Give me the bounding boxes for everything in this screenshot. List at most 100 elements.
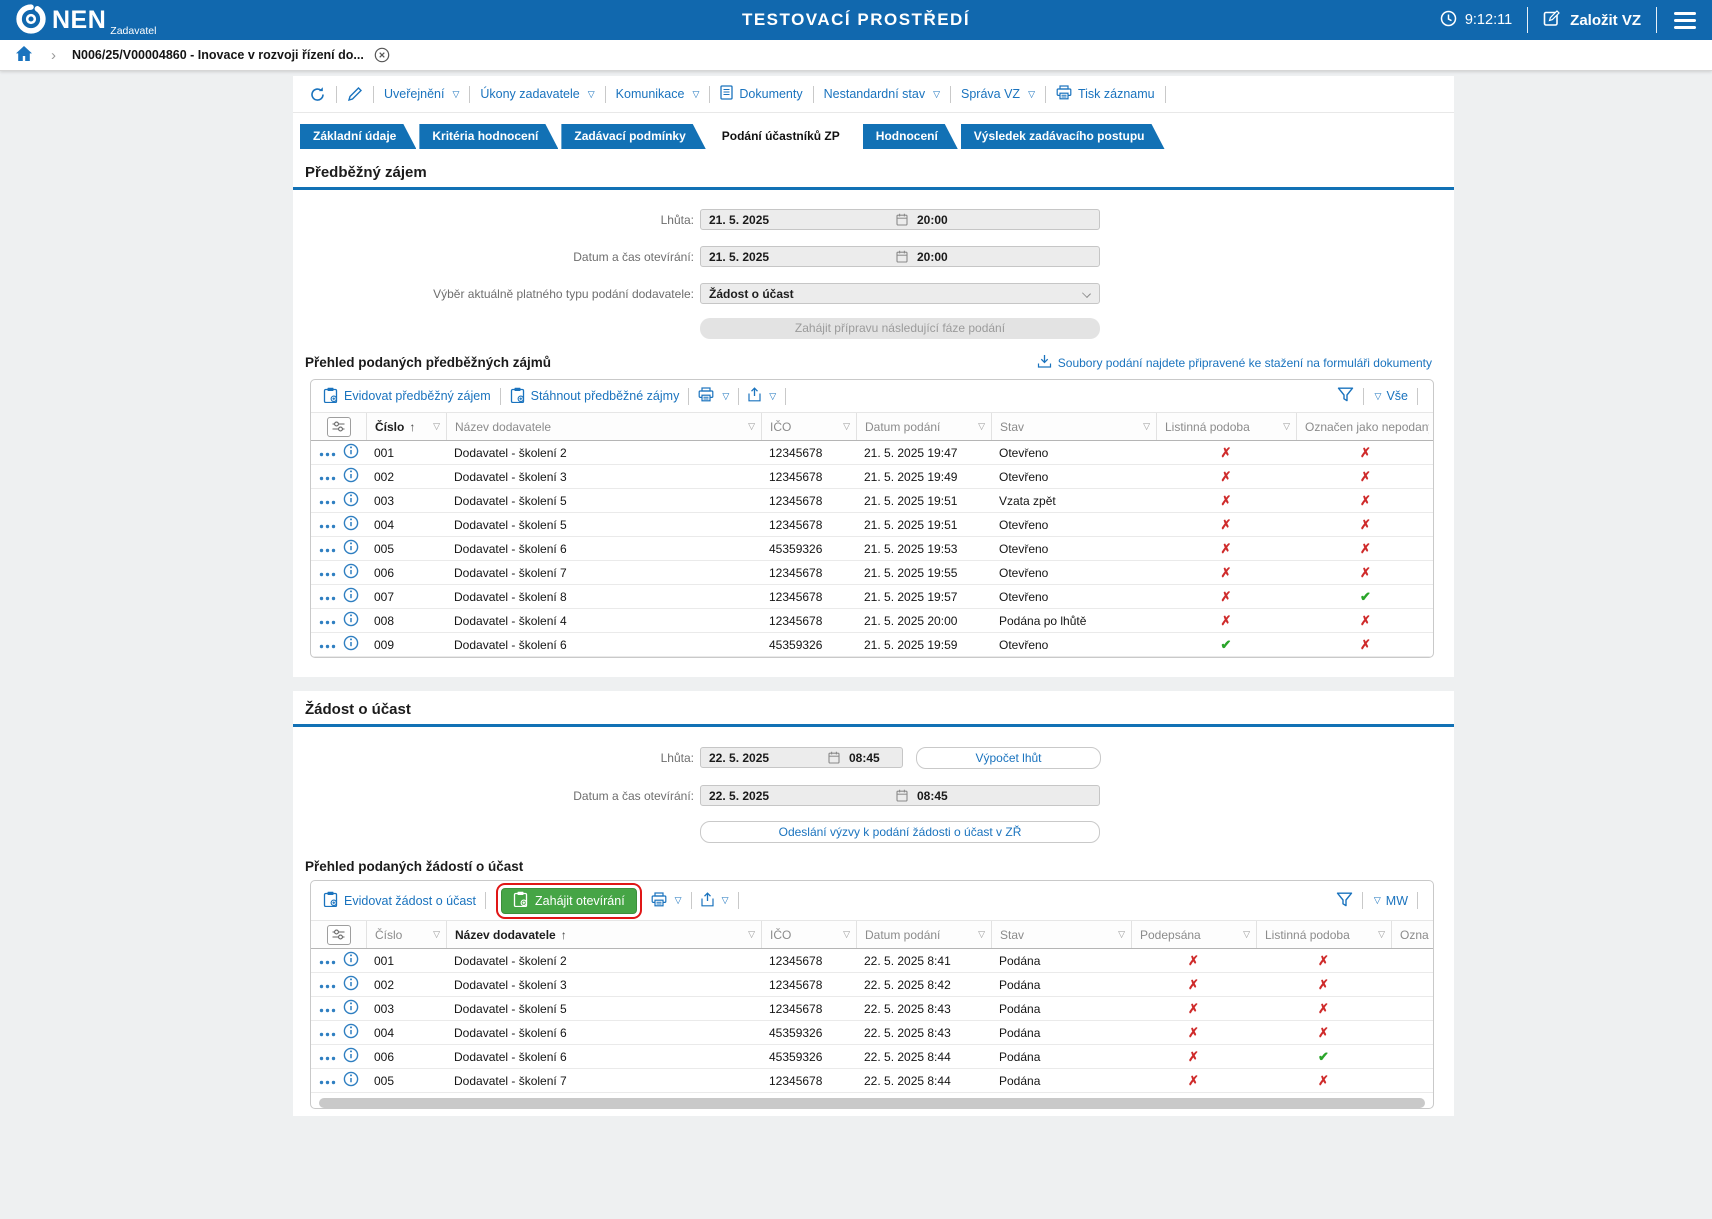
calendar-icon[interactable] [896,213,908,229]
column-filter-icon[interactable]: ▽ [748,929,755,939]
row-actions-button[interactable] [319,470,336,484]
row-info-button[interactable] [343,999,359,1018]
row-info-button[interactable] [343,1023,359,1042]
table-row[interactable]: 005 Dodavatel - školení 6 45359326 21. 5. 2… [311,537,1433,561]
row-info-button[interactable] [343,635,359,654]
row-info-button[interactable] [343,1071,359,1090]
row-actions-button[interactable] [319,1050,336,1064]
row-actions-button[interactable] [319,566,336,580]
start-opening-button[interactable]: Zahájit otevírání [496,882,642,919]
table-row[interactable]: 002 Dodavatel - školení 3 12345678 21. 5. 2… [311,465,1433,489]
filter-icon[interactable] [1336,892,1353,910]
print-table-button[interactable]: ▽ [698,387,729,405]
toolbar-item-2[interactable]: Komunikace ▽ [615,87,700,101]
register-request-button[interactable]: Evidovat žádost o účast [323,891,476,910]
row-actions-button[interactable] [319,542,336,556]
row-info-button[interactable] [343,491,359,510]
otevirani-datetime-input[interactable]: 21. 5. 2025 20:00 [700,246,1100,267]
row-info-button[interactable] [343,611,359,630]
column-settings-button[interactable] [326,924,351,945]
tab-4[interactable]: Hodnocení [863,124,958,149]
column-filter-icon[interactable]: ▽ [433,929,440,939]
column-header-5[interactable]: Listinná podoba ▽ [1156,413,1296,440]
column-filter-icon[interactable]: ▽ [748,421,755,431]
home-icon[interactable] [15,45,33,65]
table-row[interactable]: 007 Dodavatel - školení 8 12345678 21. 5. 2… [311,585,1433,609]
column-header-3[interactable]: Datum podání ▽ [856,413,991,440]
export-table-button[interactable]: ▽ [700,891,729,910]
row-actions-button[interactable] [319,1002,336,1016]
row-info-button[interactable] [343,1047,359,1066]
row-actions-button[interactable] [319,614,336,628]
column-settings-button[interactable] [326,416,351,437]
column-header-0[interactable]: Číslo ▽ [366,921,446,948]
table-row[interactable]: 001 Dodavatel - školení 2 12345678 21. 5. 2… [311,441,1433,465]
tab-1[interactable]: Kritéria hodnocení [419,124,558,149]
toolbar-item-1[interactable]: Úkony zadavatele ▽ [480,87,595,101]
toolbar-item-3[interactable]: Dokumenty [720,85,803,103]
table-row[interactable]: 004 Dodavatel - školení 5 12345678 21. 5. 2… [311,513,1433,537]
typ-podani-select[interactable]: Žádost o účast [700,283,1100,304]
close-tab-icon[interactable] [374,47,390,63]
export-table-button[interactable]: ▽ [748,387,776,405]
column-filter-icon[interactable]: ▽ [1243,929,1250,939]
send-request-invitation-button[interactable]: Odeslání výzvy k podání žádosti o účast … [700,820,1100,843]
table-row[interactable]: 006 Dodavatel - školení 6 45359326 22. 5. 2… [311,1045,1433,1069]
toolbar-item-5[interactable]: Správa VZ ▽ [961,87,1035,101]
table-row[interactable]: 008 Dodavatel - školení 4 12345678 21. 5. 2… [311,609,1433,633]
column-filter-icon[interactable]: ▽ [978,929,985,939]
tab-3[interactable]: Podání účastníků ZP [709,124,860,149]
column-header-1[interactable]: Název dodavatele ▽ [446,413,761,440]
row-actions-button[interactable] [319,1074,336,1088]
column-header-2[interactable]: IČO ▽ [761,921,856,948]
column-header-0[interactable]: Číslo ↑ ▽ [366,413,446,440]
row-actions-button[interactable] [319,590,336,604]
menu-icon[interactable] [1672,10,1698,31]
filter-scope[interactable]: MW [1385,893,1408,908]
refresh-icon[interactable] [309,86,326,103]
column-header-1[interactable]: Název dodavatele ↑ ▽ [446,921,761,948]
row-actions-button[interactable] [319,446,336,460]
row-info-button[interactable] [343,587,359,606]
filter-icon[interactable] [1337,387,1354,405]
column-header-6[interactable]: Označen jako nepodaný [1296,413,1433,440]
filter-scope[interactable]: Vše [1386,389,1408,403]
column-header-7[interactable]: Označen jako nepodaný [1391,921,1433,948]
calendar-icon[interactable] [896,250,908,266]
print-table-button[interactable]: ▽ [651,891,682,910]
tab-2[interactable]: Zadávací podmínky [561,124,705,149]
row-info-button[interactable] [343,951,359,970]
calendar-icon[interactable] [896,789,908,805]
table-row[interactable]: 004 Dodavatel - školení 6 45359326 22. 5. 2… [311,1021,1433,1045]
tab-0[interactable]: Základní údaje [300,124,416,149]
table-row[interactable]: 003 Dodavatel - školení 5 12345678 21. 5. 2… [311,489,1433,513]
row-actions-button[interactable] [319,494,336,508]
lhuta-datetime-input[interactable]: 21. 5. 2025 20:00 [700,209,1100,230]
table-row[interactable]: 003 Dodavatel - školení 5 12345678 22. 5. 2… [311,997,1433,1021]
edit-record-icon[interactable] [347,86,363,102]
toolbar-item-4[interactable]: Nestandardní stav ▽ [823,87,940,101]
row-actions-button[interactable] [319,978,336,992]
download-submissions-link[interactable]: Soubory podání najdete připravené ke sta… [1037,354,1432,371]
tab-5[interactable]: Výsledek zadávacího postupu [961,124,1165,149]
table-row[interactable]: 005 Dodavatel - školení 7 12345678 22. 5. 2… [311,1069,1433,1093]
row-actions-button[interactable] [319,1026,336,1040]
table-row[interactable]: 009 Dodavatel - školení 6 45359326 21. 5. 2… [311,633,1433,657]
row-actions-button[interactable] [319,638,336,652]
row-info-button[interactable] [343,975,359,994]
column-filter-icon[interactable]: ▽ [1378,929,1385,939]
deadline-calc-button[interactable]: Výpočet lhůt [916,746,1101,769]
breadcrumb-item[interactable]: N006/25/V00004860 - Inovace v rozvoji ří… [72,48,364,62]
row-actions-button[interactable] [319,518,336,532]
row-info-button[interactable] [343,563,359,582]
column-header-2[interactable]: IČO ▽ [761,413,856,440]
lhuta-datetime-input[interactable]: 22. 5. 2025 08:45 [700,747,903,768]
row-actions-button[interactable] [319,954,336,968]
toolbar-item-6[interactable]: Tisk záznamu [1056,85,1155,103]
table-row[interactable]: 002 Dodavatel - školení 3 12345678 22. 5. 2… [311,973,1433,997]
column-filter-icon[interactable]: ▽ [978,421,985,431]
column-filter-icon[interactable]: ▽ [433,421,440,431]
column-header-4[interactable]: Stav ▽ [991,921,1131,948]
toolbar-item-0[interactable]: Uveřejnění ▽ [384,87,460,101]
horizontal-scrollbar[interactable] [319,1098,1425,1108]
